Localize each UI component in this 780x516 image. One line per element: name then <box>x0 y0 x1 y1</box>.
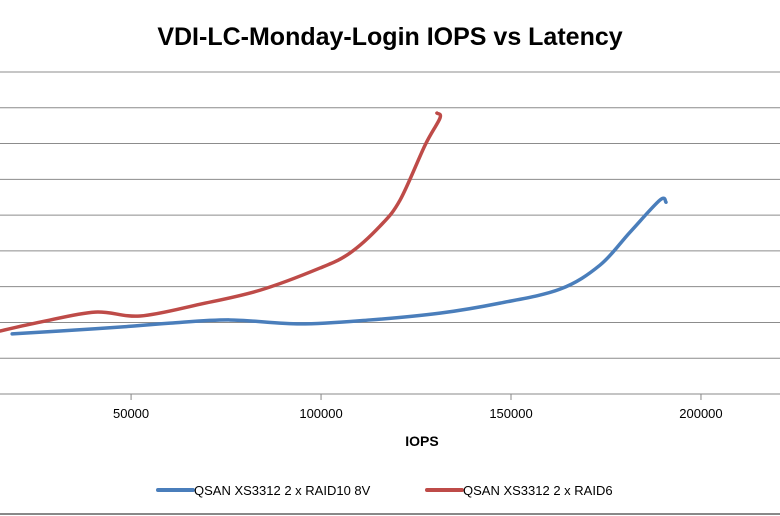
x-axis-label: IOPS <box>405 433 438 449</box>
legend-label-0: QSAN XS3312 2 x RAID10 8V <box>194 483 371 498</box>
x-tick-label: 200000 <box>679 406 722 421</box>
chart-title: VDI-LC-Monday-Login IOPS vs Latency <box>157 23 622 51</box>
x-tick-label: 50000 <box>113 406 149 421</box>
series-line-0 <box>10 196 668 336</box>
legend-label-1: QSAN XS3312 2 x RAID6 <box>463 483 613 498</box>
legend: QSAN XS3312 2 x RAID10 8V QSAN XS3312 2 … <box>156 483 613 498</box>
x-ticks: 50000 100000 150000 200000 <box>113 394 723 421</box>
x-tick-label: 100000 <box>299 406 342 421</box>
series-line-1 <box>0 111 443 333</box>
series-lines <box>0 111 668 336</box>
x-tick-label: 150000 <box>489 406 532 421</box>
